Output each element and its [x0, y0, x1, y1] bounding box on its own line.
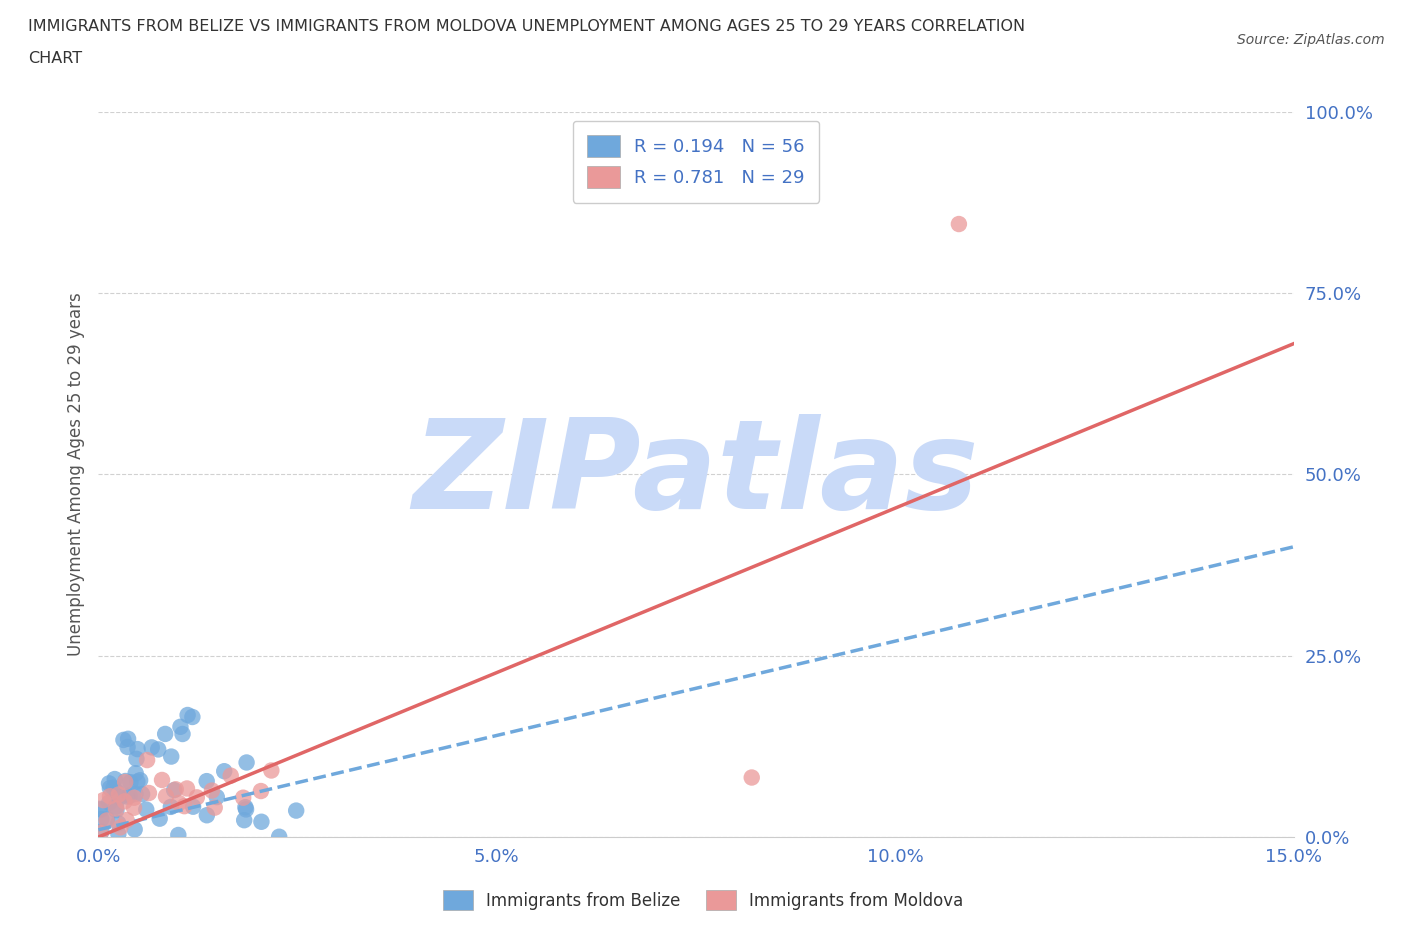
Point	[105, 803, 128, 817]
Point	[136, 752, 159, 767]
Point	[201, 783, 224, 798]
Point	[90, 803, 112, 817]
Point	[150, 773, 173, 788]
Point	[155, 789, 177, 804]
Point	[149, 811, 172, 826]
Point	[117, 739, 139, 754]
Point	[233, 813, 256, 828]
Point	[160, 800, 183, 815]
Point	[107, 827, 129, 842]
Point	[127, 741, 149, 756]
Point	[138, 786, 160, 801]
Point	[114, 794, 136, 809]
Point	[285, 804, 308, 818]
Point	[176, 781, 198, 796]
Text: Source: ZipAtlas.com: Source: ZipAtlas.com	[1237, 33, 1385, 46]
Point	[89, 826, 111, 841]
Point	[104, 772, 127, 787]
Point	[169, 719, 191, 734]
Point	[104, 799, 127, 814]
Point	[250, 815, 273, 830]
Point	[110, 820, 132, 835]
Point	[89, 802, 111, 817]
Point	[131, 787, 153, 802]
Point	[105, 785, 128, 800]
Point	[235, 802, 257, 817]
Text: ZIPatlas: ZIPatlas	[413, 414, 979, 535]
Point	[948, 217, 970, 232]
Point	[112, 733, 135, 748]
Point	[124, 822, 146, 837]
Point	[114, 774, 136, 789]
Point	[153, 726, 176, 741]
Point	[125, 765, 148, 780]
Point	[195, 774, 218, 789]
Y-axis label: Unemployment Among Ages 25 to 29 years: Unemployment Among Ages 25 to 29 years	[66, 292, 84, 657]
Point	[115, 813, 138, 828]
Point	[96, 812, 118, 827]
Point	[167, 795, 190, 810]
Point	[135, 803, 157, 817]
Point	[163, 783, 186, 798]
Point	[167, 828, 190, 843]
Point	[232, 790, 254, 805]
Point	[260, 763, 283, 777]
Point	[117, 731, 139, 746]
Point	[186, 790, 208, 804]
Point	[219, 768, 242, 783]
Point	[176, 708, 198, 723]
Point	[124, 787, 146, 802]
Point	[90, 812, 112, 827]
Point	[103, 780, 125, 795]
Point	[250, 784, 273, 799]
Point	[235, 800, 257, 815]
Text: IMMIGRANTS FROM BELIZE VS IMMIGRANTS FROM MOLDOVA UNEMPLOYMENT AMONG AGES 25 TO : IMMIGRANTS FROM BELIZE VS IMMIGRANTS FRO…	[28, 19, 1025, 33]
Point	[115, 790, 138, 804]
Point	[148, 742, 170, 757]
Point	[165, 782, 187, 797]
Point	[269, 830, 291, 844]
Point	[204, 800, 226, 815]
Point	[98, 780, 121, 795]
Point	[172, 726, 194, 741]
Point	[120, 775, 142, 790]
Point	[741, 770, 763, 785]
Point	[160, 750, 183, 764]
Point	[107, 816, 129, 830]
Point	[107, 787, 129, 802]
Point	[173, 799, 195, 814]
Point	[125, 751, 148, 766]
Point	[118, 789, 141, 804]
Point	[205, 790, 228, 804]
Point	[90, 824, 112, 839]
Point	[127, 774, 149, 789]
Point	[235, 755, 257, 770]
Point	[114, 775, 136, 790]
Point	[98, 789, 121, 804]
Point	[195, 808, 218, 823]
Point	[181, 799, 204, 814]
Legend: R = 0.194   N = 56, R = 0.781   N = 29: R = 0.194 N = 56, R = 0.781 N = 29	[572, 121, 820, 203]
Point	[122, 801, 145, 816]
Point	[98, 776, 121, 790]
Legend: Immigrants from Belize, Immigrants from Moldova: Immigrants from Belize, Immigrants from …	[436, 884, 970, 917]
Point	[141, 740, 163, 755]
Point	[96, 813, 118, 828]
Point	[212, 764, 235, 778]
Point	[129, 773, 152, 788]
Point	[122, 790, 145, 805]
Point	[181, 710, 204, 724]
Text: CHART: CHART	[28, 51, 82, 66]
Point	[98, 795, 121, 810]
Point	[104, 801, 127, 816]
Point	[93, 792, 115, 807]
Point	[108, 790, 131, 804]
